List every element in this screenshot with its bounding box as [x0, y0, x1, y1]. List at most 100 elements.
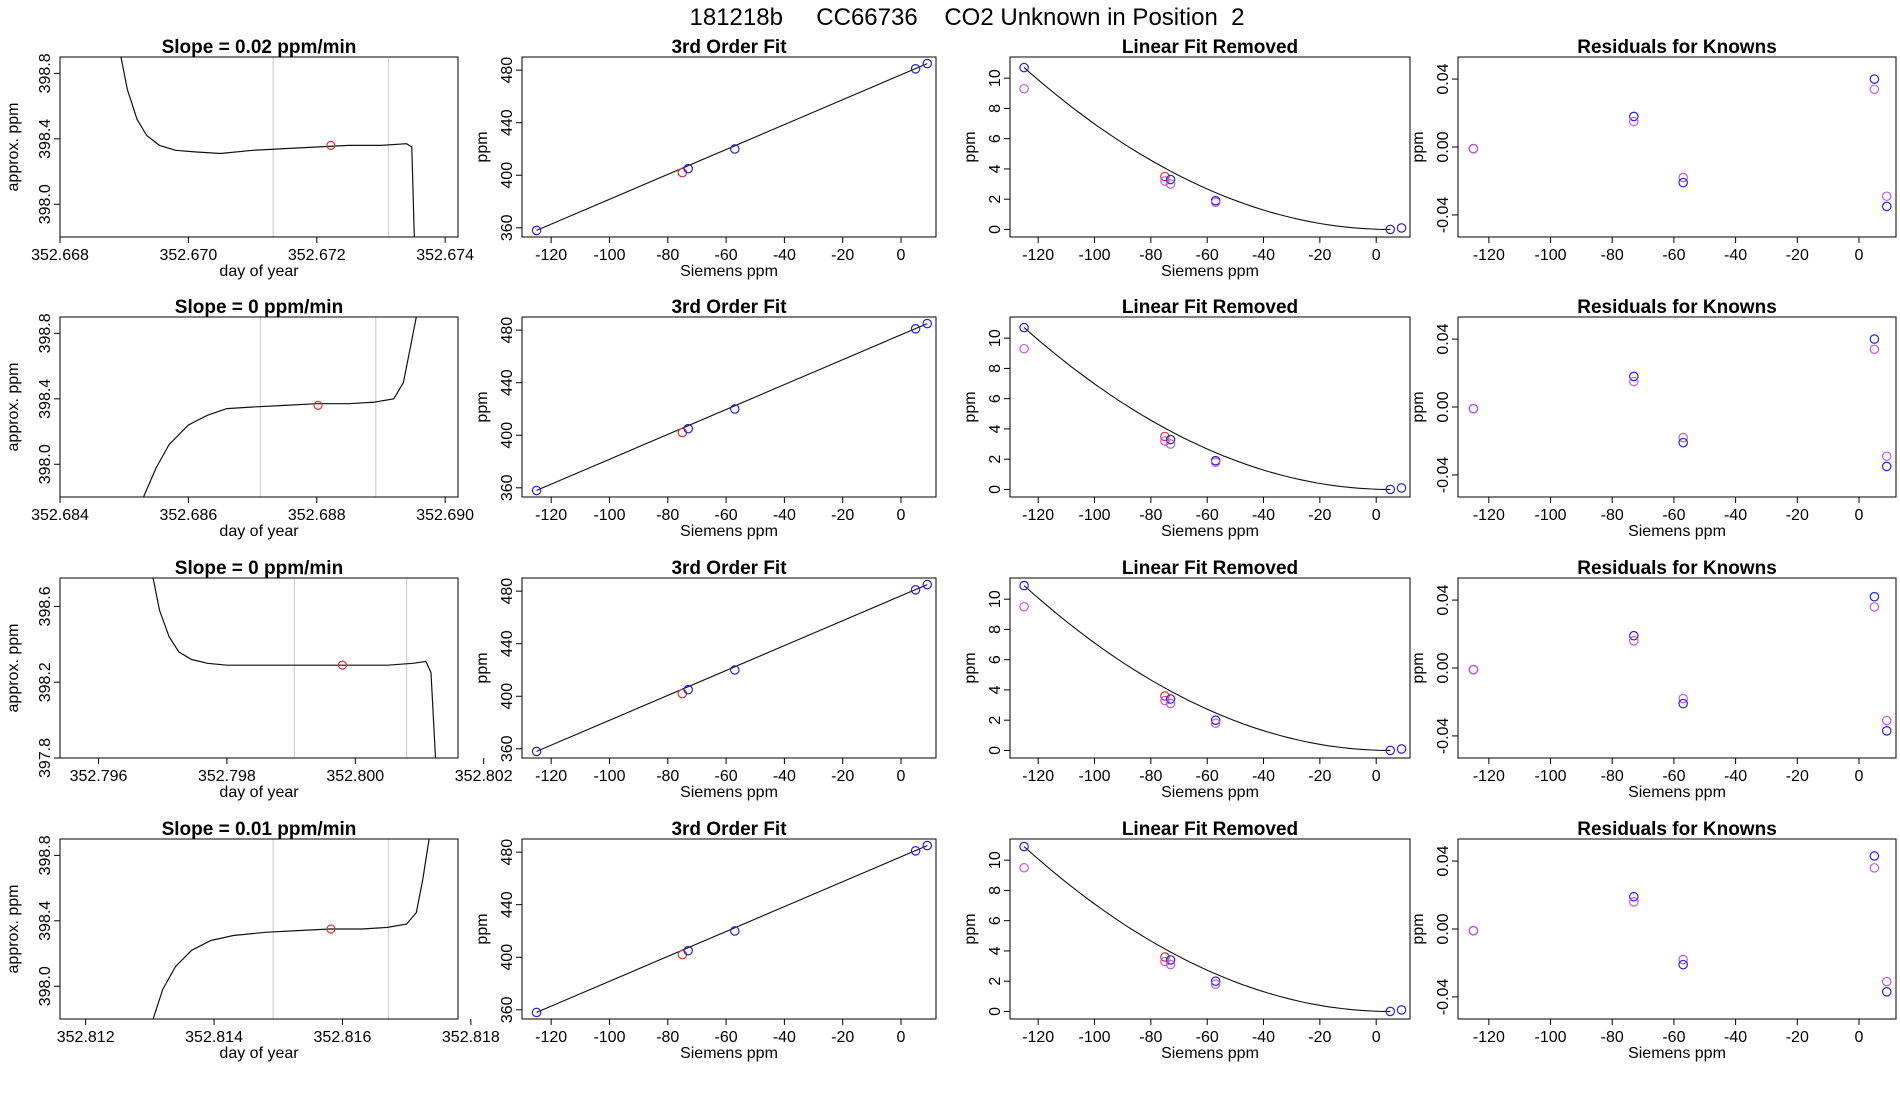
- x-axis-label: Siemens ppm: [1161, 263, 1259, 280]
- y-tick-label: 398.4: [37, 901, 54, 941]
- y-axis-label: approx. ppm: [5, 363, 22, 452]
- y-tick-label: 0: [987, 746, 1004, 755]
- x-tick-label: 0: [1372, 247, 1381, 264]
- y-tick-label: 400: [499, 162, 516, 189]
- plot-frame: [59, 316, 459, 498]
- panel-r4-lin: Linear Fit Removed -120 -100 -80 -60 -40 -20 0 0…: [962, 819, 1411, 1062]
- plot-frame: [1009, 56, 1411, 238]
- fit-curve: [1023, 67, 1391, 230]
- y-tick-label: 360: [499, 735, 516, 762]
- data-point: [1629, 891, 1639, 902]
- x-tick-label: 352.798: [198, 768, 256, 785]
- data-point: [1869, 851, 1880, 861]
- data-point: [910, 64, 921, 74]
- panel-marks: [531, 840, 933, 1018]
- panel-r4-res: Residuals for Knowns -120 -100 -80 -60 -40 -20…: [1410, 819, 1897, 1062]
- panel-marks: [531, 58, 933, 236]
- x-axis-label: Siemens ppm: [1161, 1045, 1259, 1062]
- x-tick-label: -80: [656, 247, 679, 264]
- data-point: [1160, 436, 1170, 446]
- panel-marks: [1468, 74, 1892, 212]
- data-point: [922, 840, 933, 851]
- y-tick-label: 0: [987, 225, 1004, 234]
- x-tick-label: 0: [897, 768, 906, 785]
- data-point: [1629, 897, 1639, 907]
- panel-title: Slope = 0.02 ppm/min: [162, 37, 357, 58]
- plot-frame: [1457, 56, 1897, 238]
- data-point: [1385, 224, 1396, 235]
- x-tick-label: -60: [1196, 247, 1219, 264]
- panel-title: 3rd Order Fit: [671, 297, 787, 318]
- x-tick-label: -100: [1535, 247, 1567, 264]
- x-tick-label: -60: [1662, 507, 1685, 524]
- x-tick-label: 352.796: [70, 768, 128, 785]
- y-tick-label: 2: [987, 716, 1004, 725]
- data-point: [1678, 437, 1688, 448]
- data-point: [1881, 451, 1892, 462]
- data-point: [1881, 461, 1892, 472]
- data-point: [1019, 322, 1029, 333]
- panel-marks: [1019, 841, 1407, 1017]
- data-point: [1468, 925, 1479, 936]
- panel-title: Linear Fit Removed: [1122, 297, 1298, 318]
- data-point: [910, 324, 921, 334]
- x-tick-label: -120: [535, 247, 567, 264]
- x-tick-label: -40: [773, 768, 796, 785]
- x-tick-label: -20: [831, 768, 854, 785]
- y-tick-label: 0: [987, 485, 1004, 494]
- data-point: [1165, 179, 1176, 189]
- y-tick-label: 0.00: [1435, 391, 1452, 422]
- x-tick-label: -40: [1252, 507, 1275, 524]
- panel-marks: [1019, 322, 1407, 495]
- data-point: [1210, 979, 1221, 990]
- data-point: [922, 58, 933, 69]
- x-tick-label: -60: [715, 247, 738, 264]
- y-tick-label: 0: [987, 1007, 1004, 1016]
- panel-marks: [1019, 580, 1407, 756]
- x-axis-label: Siemens ppm: [680, 1045, 778, 1062]
- y-tick-label: 398.0: [37, 444, 54, 484]
- x-tick-label: 0: [1372, 507, 1381, 524]
- panel-marks: [1468, 591, 1892, 736]
- y-axis-label: approx. ppm: [5, 103, 22, 192]
- y-tick-label: 440: [499, 109, 516, 136]
- data-point: [730, 665, 740, 675]
- fit-line: [536, 63, 928, 231]
- x-tick-label: -100: [593, 768, 625, 785]
- y-tick-label: 10: [987, 590, 1004, 608]
- data-point: [531, 746, 542, 757]
- data-point: [1160, 695, 1170, 706]
- y-axis-label: ppm: [474, 913, 491, 944]
- x-tick-label: 0: [1855, 1029, 1864, 1046]
- plot-frame: [521, 56, 937, 238]
- y-axis-label: ppm: [474, 391, 491, 422]
- y-tick-label: 480: [499, 839, 516, 866]
- y-tick-label: 0.00: [1435, 131, 1452, 162]
- x-tick-label: -80: [656, 507, 679, 524]
- y-tick-label: -0.04: [1435, 718, 1452, 755]
- x-tick-label: -120: [1022, 247, 1054, 264]
- plot-frame: [1457, 316, 1897, 498]
- x-tick-label: -120: [535, 507, 567, 524]
- x-tick-label: 352.812: [57, 1029, 115, 1046]
- y-axis-label: ppm: [1410, 391, 1427, 422]
- x-tick-label: -120: [535, 768, 567, 785]
- x-tick-label: 352.668: [31, 247, 89, 264]
- x-axis-label: Siemens ppm: [1628, 1045, 1726, 1062]
- data-point: [1678, 959, 1688, 970]
- y-tick-label: 360: [499, 996, 516, 1023]
- x-tick-label: -100: [593, 1029, 625, 1046]
- data-point: [531, 225, 542, 236]
- y-tick-label: 4: [987, 424, 1004, 433]
- data-point: [683, 684, 693, 695]
- x-tick-label: -40: [1252, 768, 1275, 785]
- y-tick-label: 10: [987, 851, 1004, 869]
- x-tick-label: -120: [1473, 768, 1505, 785]
- x-tick-label: -80: [1601, 768, 1624, 785]
- x-tick-label: 0: [1855, 507, 1864, 524]
- x-tick-label: 0: [897, 507, 906, 524]
- plot-frame: [521, 838, 937, 1020]
- x-tick-label: 352.674: [416, 247, 474, 264]
- panel-r3-trace: Slope = 0 ppm/min 352.796 352.798 352.800 35…: [5, 558, 513, 801]
- data-point: [1165, 698, 1176, 709]
